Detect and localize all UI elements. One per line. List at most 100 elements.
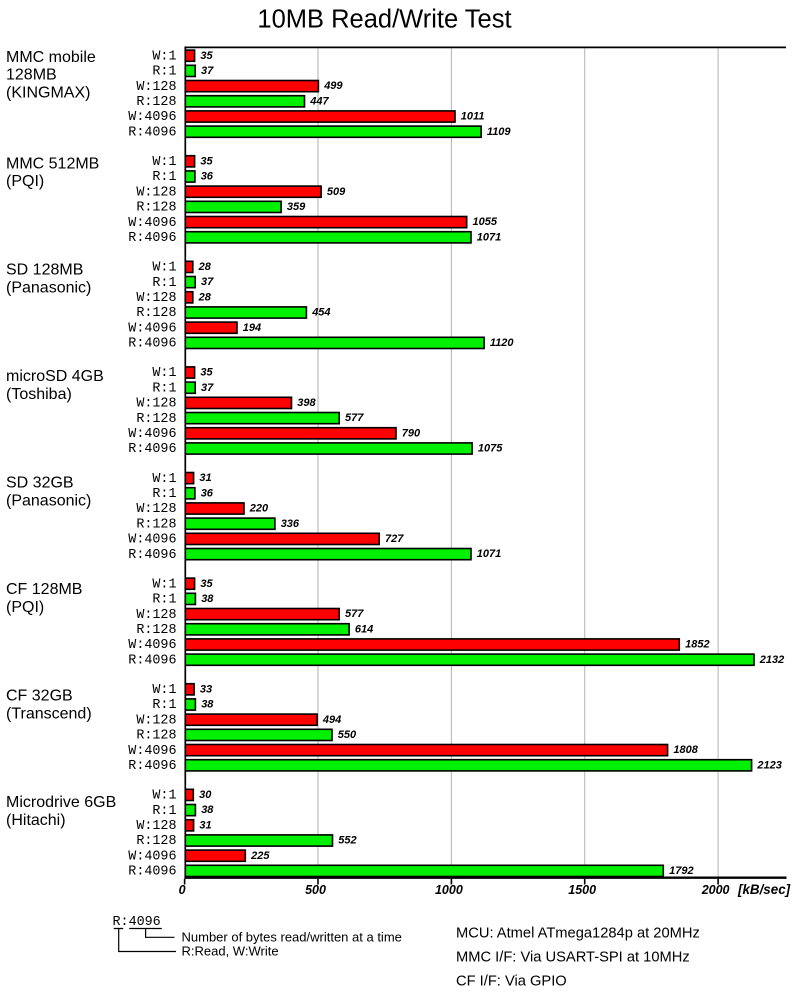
svg-text:W:4096: W:4096: [128, 321, 176, 336]
svg-text:R:4096: R:4096: [128, 125, 176, 140]
svg-text:(Transcend): (Transcend): [6, 706, 92, 723]
svg-text:1792: 1792: [669, 865, 693, 877]
svg-text:(Toshiba): (Toshiba): [6, 386, 72, 403]
svg-text:W:1: W:1: [152, 789, 176, 804]
svg-text:1500: 1500: [568, 883, 596, 897]
svg-text:R:1: R:1: [152, 487, 176, 502]
svg-text:454: 454: [311, 307, 330, 319]
svg-text:(Hitachi): (Hitachi): [6, 812, 66, 829]
svg-text:R:1: R:1: [152, 804, 176, 819]
svg-text:MMC mobile: MMC mobile: [6, 49, 96, 66]
svg-text:R:1: R:1: [152, 381, 176, 396]
svg-text:R:128: R:128: [136, 623, 176, 638]
svg-text:35: 35: [200, 50, 213, 62]
svg-text:CF 128MB: CF 128MB: [6, 581, 82, 598]
svg-text:W:1: W:1: [152, 49, 176, 64]
svg-text:R:128: R:128: [136, 517, 176, 532]
svg-text:W:4096: W:4096: [128, 110, 176, 125]
svg-text:SD 128MB: SD 128MB: [6, 262, 83, 279]
svg-text:(Panasonic): (Panasonic): [6, 280, 91, 297]
svg-text:(KINGMAX): (KINGMAX): [6, 85, 90, 102]
svg-text:577: 577: [345, 412, 364, 424]
svg-text:(Panasonic): (Panasonic): [6, 493, 91, 510]
svg-text:2000: 2000: [701, 883, 730, 897]
svg-text:(PQI): (PQI): [6, 599, 44, 616]
svg-text:1071: 1071: [477, 548, 501, 560]
svg-text:1808: 1808: [673, 744, 698, 756]
svg-text:MMC 512MB: MMC 512MB: [6, 155, 99, 172]
svg-text:225: 225: [250, 850, 270, 862]
svg-text:W:1: W:1: [152, 577, 176, 592]
svg-text:R:4096: R:4096: [128, 231, 176, 246]
svg-text:R:4096: R:4096: [128, 337, 176, 352]
svg-text:SD 32GB: SD 32GB: [6, 475, 74, 492]
svg-text:37: 37: [201, 276, 214, 288]
svg-text:W:1: W:1: [152, 683, 176, 698]
svg-text:36: 36: [201, 171, 214, 183]
svg-text:33: 33: [200, 683, 212, 695]
svg-text:494: 494: [322, 714, 341, 726]
svg-text:1109: 1109: [487, 126, 512, 138]
svg-text:W:128: W:128: [136, 819, 176, 834]
svg-text:1852: 1852: [685, 639, 709, 651]
svg-text:R:Read, W:Write: R:Read, W:Write: [182, 943, 279, 958]
svg-text:R:128: R:128: [136, 306, 176, 321]
svg-text:398: 398: [297, 397, 316, 409]
svg-text:W:1: W:1: [152, 261, 176, 276]
svg-text:1055: 1055: [473, 216, 498, 228]
svg-text:30: 30: [199, 789, 212, 801]
svg-text:727: 727: [385, 533, 404, 545]
svg-text:10MB Read/Write Test: 10MB Read/Write Test: [257, 6, 511, 34]
svg-text:1075: 1075: [478, 443, 503, 455]
svg-text:R:128: R:128: [136, 95, 176, 110]
svg-text:R:128: R:128: [136, 729, 176, 744]
svg-text:37: 37: [201, 382, 214, 394]
svg-text:R:4096: R:4096: [128, 442, 176, 457]
svg-text:(PQI): (PQI): [6, 173, 44, 190]
svg-text:0: 0: [179, 883, 186, 897]
svg-text:R:1: R:1: [152, 65, 176, 80]
svg-text:35: 35: [200, 578, 213, 590]
svg-text:W:128: W:128: [136, 608, 176, 623]
svg-text:microSD 4GB: microSD 4GB: [6, 368, 104, 385]
svg-text:R:4096: R:4096: [113, 915, 161, 930]
svg-text:2132: 2132: [759, 654, 784, 666]
svg-text:552: 552: [338, 835, 356, 847]
svg-text:500: 500: [305, 883, 326, 897]
svg-text:128MB: 128MB: [6, 67, 57, 84]
svg-text:CF I/F: Via GPIO: CF I/F: Via GPIO: [456, 974, 567, 990]
svg-text:1071: 1071: [477, 231, 501, 243]
svg-text:194: 194: [243, 322, 261, 334]
svg-text:Microdrive 6GB: Microdrive 6GB: [6, 794, 116, 811]
svg-text:790: 790: [402, 427, 421, 439]
svg-text:1000: 1000: [435, 883, 463, 897]
svg-text:W:4096: W:4096: [128, 533, 176, 548]
svg-text:36: 36: [201, 487, 214, 499]
svg-text:R:4096: R:4096: [128, 865, 176, 880]
svg-text:614: 614: [355, 623, 373, 635]
svg-text:R:1: R:1: [152, 593, 176, 608]
svg-text:W:4096: W:4096: [128, 849, 176, 864]
svg-text:R:1: R:1: [152, 276, 176, 291]
svg-text:Number of bytes read/written a: Number of bytes read/written at a time: [182, 929, 402, 944]
svg-text:R:4096: R:4096: [128, 548, 176, 563]
svg-text:W:4096: W:4096: [128, 638, 176, 653]
svg-text:W:1: W:1: [152, 472, 176, 487]
svg-text:W:128: W:128: [136, 502, 176, 517]
svg-text:359: 359: [287, 201, 306, 213]
svg-text:35: 35: [200, 367, 213, 379]
svg-text:W:128: W:128: [136, 397, 176, 412]
svg-text:550: 550: [338, 729, 357, 741]
svg-text:28: 28: [198, 291, 212, 303]
svg-text:W:128: W:128: [136, 713, 176, 728]
svg-text:38: 38: [201, 804, 214, 816]
svg-text:MMC I/F: Via USART-SPI at 10MH: MMC I/F: Via USART-SPI at 10MHz: [456, 950, 690, 966]
svg-text:R:128: R:128: [136, 201, 176, 216]
svg-text:1011: 1011: [461, 111, 485, 123]
svg-text:R:1: R:1: [152, 698, 176, 713]
svg-text:37: 37: [201, 65, 214, 77]
svg-text:W:4096: W:4096: [128, 216, 176, 231]
svg-text:R:4096: R:4096: [128, 653, 176, 668]
svg-text:W:128: W:128: [136, 291, 176, 306]
svg-text:499: 499: [323, 80, 343, 92]
